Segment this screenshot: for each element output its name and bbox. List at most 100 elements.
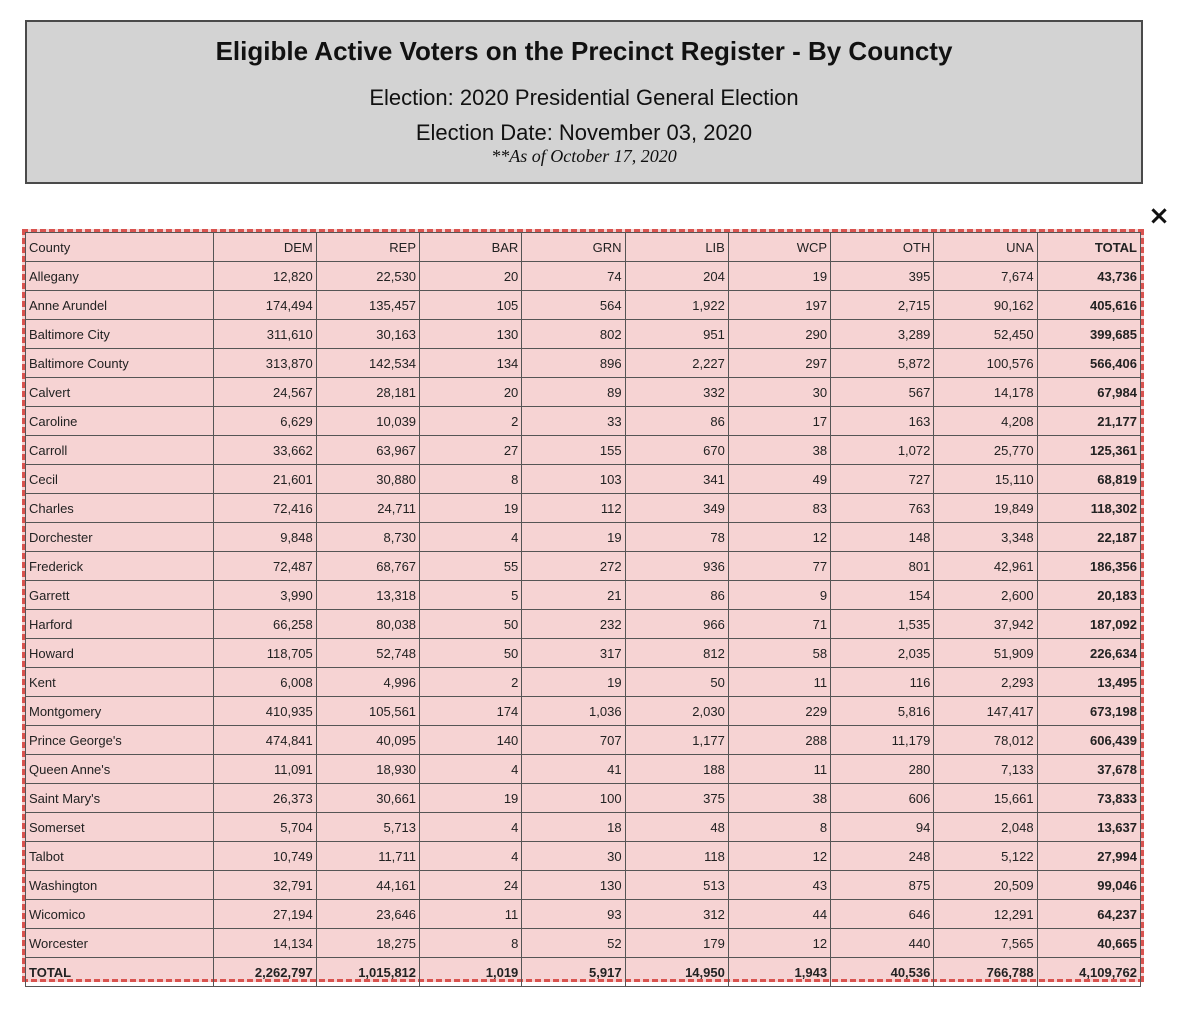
table-cell: 118: [624, 841, 729, 871]
table-cell: 21: [521, 580, 626, 610]
table-cell: 52,748: [315, 638, 421, 668]
table-cell: 14,134: [212, 928, 317, 958]
close-icon[interactable]: ×: [1148, 201, 1170, 231]
table-cell: 19,849: [933, 493, 1038, 523]
voters-table: County DEM REP BAR GRN LIB WCP OTH UNA TOTAL Alle…: [25, 232, 1142, 987]
table-cell: 14,178: [933, 377, 1038, 407]
table-cell: 248: [830, 841, 935, 871]
table-cell: 8: [727, 812, 832, 842]
table-cell: 513: [624, 870, 729, 900]
table-cell: 1,036: [521, 696, 626, 726]
table-cell: 24: [419, 870, 523, 900]
table-cell: 567: [830, 377, 935, 407]
table-cell: 135,457: [315, 290, 421, 320]
table-cell: 311,610: [212, 319, 317, 349]
table-cell: 5,872: [830, 348, 935, 378]
table-cell: 21,601: [212, 464, 317, 494]
table-cell: 399,685: [1036, 319, 1142, 349]
county-name-cell: Montgomery: [25, 696, 214, 726]
table-cell: 8: [419, 928, 523, 958]
table-cell: 93: [521, 899, 626, 929]
as-of-date: **As of October 17, 2020: [491, 146, 677, 166]
table-row: Carroll 33,662 63,967 27 155 670 38 1,072 25,770…: [25, 435, 1142, 465]
table-cell: 80,038: [315, 609, 421, 639]
table-cell: 4: [419, 841, 523, 871]
column-header: DEM: [212, 232, 317, 262]
table-cell: 4: [419, 522, 523, 552]
table-cell: 44: [727, 899, 832, 929]
table-cell: 24,567: [212, 377, 317, 407]
table-cell: 875: [830, 870, 935, 900]
table-cell: 12: [727, 522, 832, 552]
table-row: Anne Arundel 174,494 135,457 105 564 1,922 197…: [25, 290, 1142, 320]
table-cell: 40,665: [1036, 928, 1142, 958]
county-name-cell: Cecil: [25, 464, 214, 494]
table-cell: 7,565: [933, 928, 1038, 958]
table-cell: 1,922: [624, 290, 729, 320]
county-name-cell: Carroll: [25, 435, 214, 465]
table-cell: 187,092: [1036, 609, 1142, 639]
table-row: Talbot 10,749 11,711 4 30 118 12 248 5,122 27,994: [25, 841, 1142, 871]
table-cell: 7,133: [933, 754, 1038, 784]
table-row: Harford 66,258 80,038 50 232 966 71 1,535 37,942…: [25, 609, 1142, 639]
table-total-row: TOTAL 2,262,797 1,015,812 1,019 5,917 14,950 1…: [25, 957, 1142, 987]
table-cell: 5,816: [830, 696, 935, 726]
table-cell: 727: [830, 464, 935, 494]
table-cell: 19: [419, 783, 523, 813]
table-cell: 673,198: [1036, 696, 1142, 726]
table-cell: 280: [830, 754, 935, 784]
table-cell: 50: [419, 638, 523, 668]
table-cell: 18,930: [315, 754, 421, 784]
table-cell: 20: [419, 261, 523, 291]
table-row: Howard 118,705 52,748 50 317 812 58 2,035 51,909…: [25, 638, 1142, 668]
table-cell: 37,942: [933, 609, 1038, 639]
table-cell: 116: [830, 667, 935, 697]
table-cell: 52: [521, 928, 626, 958]
table-cell: 405,616: [1036, 290, 1142, 320]
table-cell: 41: [521, 754, 626, 784]
table-cell: 11: [419, 899, 523, 929]
table-cell: 94: [830, 812, 935, 842]
column-header: REP: [315, 232, 421, 262]
table-cell: 83: [727, 493, 832, 523]
table-cell: 6,629: [212, 406, 317, 436]
table-cell: 186,356: [1036, 551, 1142, 581]
table-cell: 67,984: [1036, 377, 1142, 407]
table-cell: 27: [419, 435, 523, 465]
county-name-cell: Wicomico: [25, 899, 214, 929]
table-row: Somerset 5,704 5,713 4 18 48 8 94 2,048 13,637: [25, 812, 1142, 842]
table-cell: 130: [419, 319, 523, 349]
table-row: Queen Anne's 11,091 18,930 4 41 188 11 280 7,133…: [25, 754, 1142, 784]
total-cell: 5,917: [521, 957, 626, 987]
selected-table-region[interactable]: County DEM REP BAR GRN LIB WCP OTH UNA TOTAL Alle…: [22, 229, 1144, 987]
table-cell: 68,819: [1036, 464, 1142, 494]
table-row: Charles 72,416 24,711 19 112 349 83 763 19,849 11…: [25, 493, 1142, 523]
table-cell: 42,961: [933, 551, 1038, 581]
table-cell: 12,820: [212, 261, 317, 291]
table-cell: 349: [624, 493, 729, 523]
table-cell: 12: [727, 841, 832, 871]
table-cell: 2: [419, 667, 523, 697]
county-name-cell: Worcester: [25, 928, 214, 958]
table-cell: 3,289: [830, 319, 935, 349]
table-cell: 20,509: [933, 870, 1038, 900]
table-cell: 4: [419, 812, 523, 842]
table-cell: 174,494: [212, 290, 317, 320]
table-cell: 48: [624, 812, 729, 842]
table-cell: 134: [419, 348, 523, 378]
table-cell: 112: [521, 493, 626, 523]
table-cell: 1,072: [830, 435, 935, 465]
county-name-cell: Garrett: [25, 580, 214, 610]
table-cell: 40,095: [315, 725, 421, 755]
table-cell: 12,291: [933, 899, 1038, 929]
table-cell: 297: [727, 348, 832, 378]
table-cell: 606: [830, 783, 935, 813]
table-cell: 395: [830, 261, 935, 291]
table-cell: 9,848: [212, 522, 317, 552]
table-cell: 707: [521, 725, 626, 755]
total-cell: 1,015,812: [315, 957, 421, 987]
county-name-cell: Anne Arundel: [25, 290, 214, 320]
table-cell: 313,870: [212, 348, 317, 378]
county-name-cell: Washington: [25, 870, 214, 900]
table-cell: 20,183: [1036, 580, 1142, 610]
